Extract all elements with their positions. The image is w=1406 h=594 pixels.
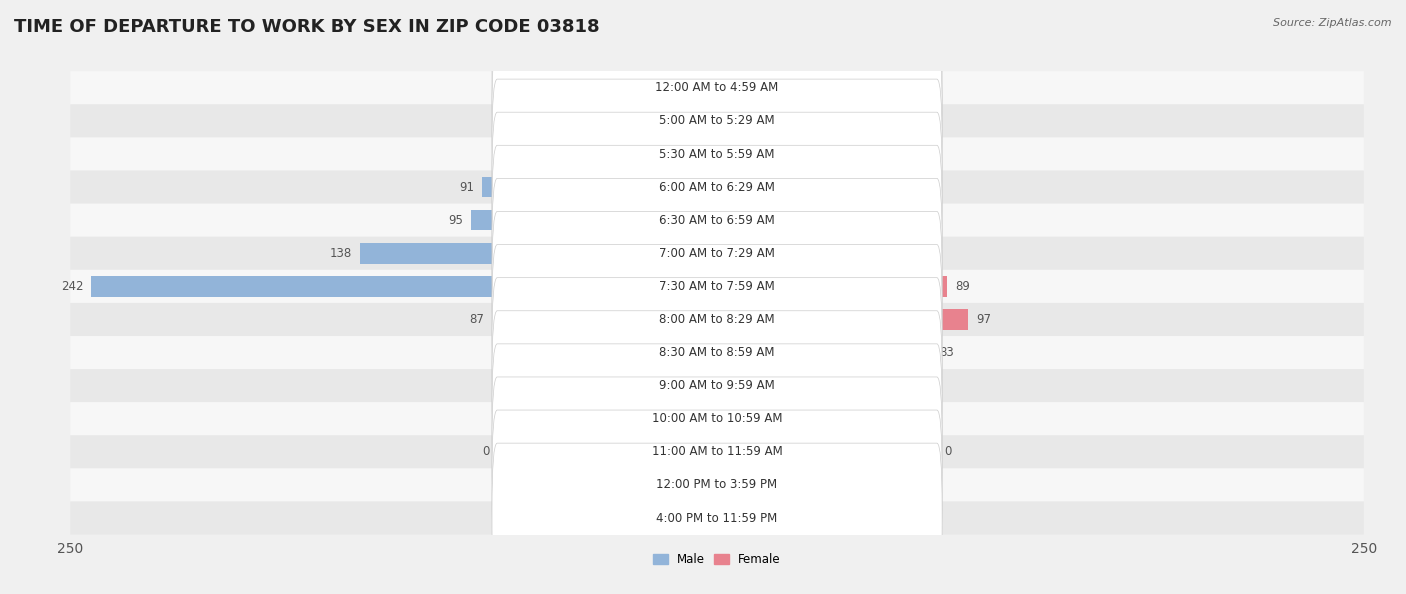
FancyBboxPatch shape <box>492 277 942 428</box>
Text: 6:00 AM to 6:29 AM: 6:00 AM to 6:29 AM <box>659 181 775 194</box>
Text: 9:00 AM to 9:59 AM: 9:00 AM to 9:59 AM <box>659 379 775 392</box>
Text: 5: 5 <box>689 478 696 491</box>
FancyBboxPatch shape <box>70 336 1364 369</box>
Text: 7:30 AM to 7:59 AM: 7:30 AM to 7:59 AM <box>659 280 775 293</box>
FancyBboxPatch shape <box>492 410 942 560</box>
FancyBboxPatch shape <box>70 501 1364 535</box>
Bar <box>548 144 717 165</box>
Bar <box>717 375 787 396</box>
Text: 12:00 AM to 4:59 AM: 12:00 AM to 4:59 AM <box>655 81 779 94</box>
Text: 87: 87 <box>470 313 484 326</box>
Text: 138: 138 <box>330 247 353 260</box>
Text: 91: 91 <box>458 181 474 194</box>
FancyBboxPatch shape <box>70 170 1364 204</box>
Text: 89: 89 <box>955 280 970 293</box>
Legend: Male, Female: Male, Female <box>648 548 786 570</box>
Text: 14: 14 <box>761 81 776 94</box>
Bar <box>360 243 717 264</box>
Bar <box>717 110 725 131</box>
FancyBboxPatch shape <box>492 377 942 527</box>
Text: 0: 0 <box>482 446 489 459</box>
Bar <box>671 342 717 363</box>
FancyBboxPatch shape <box>70 270 1364 303</box>
Text: 39: 39 <box>593 81 609 94</box>
Text: 8:30 AM to 8:59 AM: 8:30 AM to 8:59 AM <box>659 346 775 359</box>
Text: 11:00 AM to 11:59 AM: 11:00 AM to 11:59 AM <box>652 446 782 459</box>
Bar <box>471 210 717 230</box>
FancyBboxPatch shape <box>492 13 942 163</box>
Bar <box>717 144 735 165</box>
Bar <box>717 210 766 230</box>
FancyBboxPatch shape <box>70 105 1364 137</box>
Text: 60: 60 <box>540 412 554 425</box>
FancyBboxPatch shape <box>70 369 1364 402</box>
Text: 59: 59 <box>877 247 893 260</box>
Text: 48: 48 <box>571 379 585 392</box>
Bar <box>717 276 948 296</box>
Text: 0: 0 <box>945 446 952 459</box>
Bar <box>717 243 870 264</box>
FancyBboxPatch shape <box>492 178 942 328</box>
Text: 65: 65 <box>526 147 541 160</box>
FancyBboxPatch shape <box>492 443 942 593</box>
Text: 27: 27 <box>794 412 810 425</box>
Text: 242: 242 <box>60 280 83 293</box>
Bar <box>717 177 828 197</box>
FancyBboxPatch shape <box>70 204 1364 237</box>
Bar <box>482 177 717 197</box>
FancyBboxPatch shape <box>70 71 1364 105</box>
Text: 97: 97 <box>976 313 991 326</box>
Text: 7: 7 <box>742 147 751 160</box>
Text: 43: 43 <box>837 511 851 525</box>
Bar <box>616 508 717 528</box>
FancyBboxPatch shape <box>492 46 942 196</box>
FancyBboxPatch shape <box>70 237 1364 270</box>
Bar <box>717 475 794 495</box>
Text: 10:00 AM to 10:59 AM: 10:00 AM to 10:59 AM <box>652 412 782 425</box>
Bar <box>717 409 787 429</box>
FancyBboxPatch shape <box>492 79 942 229</box>
Text: 4:00 PM to 11:59 PM: 4:00 PM to 11:59 PM <box>657 511 778 525</box>
Text: 8:00 AM to 8:29 AM: 8:00 AM to 8:29 AM <box>659 313 775 326</box>
Text: 3: 3 <box>733 115 740 128</box>
FancyBboxPatch shape <box>492 344 942 494</box>
FancyBboxPatch shape <box>70 137 1364 170</box>
Text: 27: 27 <box>794 379 810 392</box>
Text: 61: 61 <box>537 115 551 128</box>
Text: 39: 39 <box>593 511 609 525</box>
Text: 18: 18 <box>648 346 662 359</box>
Bar <box>616 78 717 98</box>
Text: 19: 19 <box>773 214 789 227</box>
Text: 12:00 PM to 3:59 PM: 12:00 PM to 3:59 PM <box>657 478 778 491</box>
Bar <box>593 375 717 396</box>
Bar <box>704 475 717 495</box>
FancyBboxPatch shape <box>70 303 1364 336</box>
Text: 83: 83 <box>939 346 955 359</box>
Text: 6:30 AM to 6:59 AM: 6:30 AM to 6:59 AM <box>659 214 775 227</box>
Bar <box>562 409 717 429</box>
Text: 5:00 AM to 5:29 AM: 5:00 AM to 5:29 AM <box>659 115 775 128</box>
FancyBboxPatch shape <box>492 146 942 295</box>
FancyBboxPatch shape <box>492 112 942 262</box>
Text: 30: 30 <box>803 478 817 491</box>
FancyBboxPatch shape <box>70 469 1364 501</box>
Text: TIME OF DEPARTURE TO WORK BY SEX IN ZIP CODE 03818: TIME OF DEPARTURE TO WORK BY SEX IN ZIP … <box>14 18 600 36</box>
Text: 7:00 AM to 7:29 AM: 7:00 AM to 7:29 AM <box>659 247 775 260</box>
Text: 43: 43 <box>837 181 851 194</box>
Bar <box>560 110 717 131</box>
FancyBboxPatch shape <box>70 435 1364 469</box>
Bar <box>717 309 967 330</box>
FancyBboxPatch shape <box>492 211 942 361</box>
Bar <box>717 78 754 98</box>
Bar <box>717 508 828 528</box>
FancyBboxPatch shape <box>492 311 942 460</box>
Text: Source: ZipAtlas.com: Source: ZipAtlas.com <box>1274 18 1392 28</box>
Text: 95: 95 <box>449 214 464 227</box>
FancyBboxPatch shape <box>492 245 942 394</box>
Bar <box>91 276 717 296</box>
Text: 5:30 AM to 5:59 AM: 5:30 AM to 5:59 AM <box>659 147 775 160</box>
FancyBboxPatch shape <box>70 402 1364 435</box>
Bar <box>717 342 932 363</box>
Bar <box>492 309 717 330</box>
